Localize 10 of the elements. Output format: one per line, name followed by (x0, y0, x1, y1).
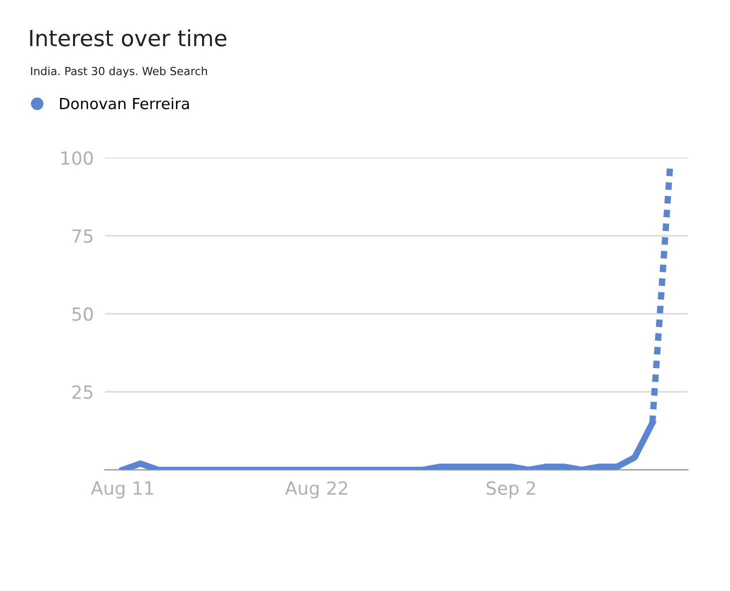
legend-label: Donovan Ferreira (60, 98, 189, 110)
x-tick-label: Sep 2 (486, 481, 535, 498)
y-tick-label: 75 (72, 230, 92, 243)
x-tick-label: Aug 11 (90, 482, 154, 498)
y-tick-label: 100 (62, 151, 93, 165)
y-tick-label: 50 (72, 307, 93, 321)
x-tick-label: Aug 22 (285, 481, 348, 498)
y-tick-label: 25 (72, 385, 92, 399)
chart-subtitle: India. Past 30 days. Web Search (31, 66, 207, 78)
chart-title: Interest over time (30, 29, 226, 46)
